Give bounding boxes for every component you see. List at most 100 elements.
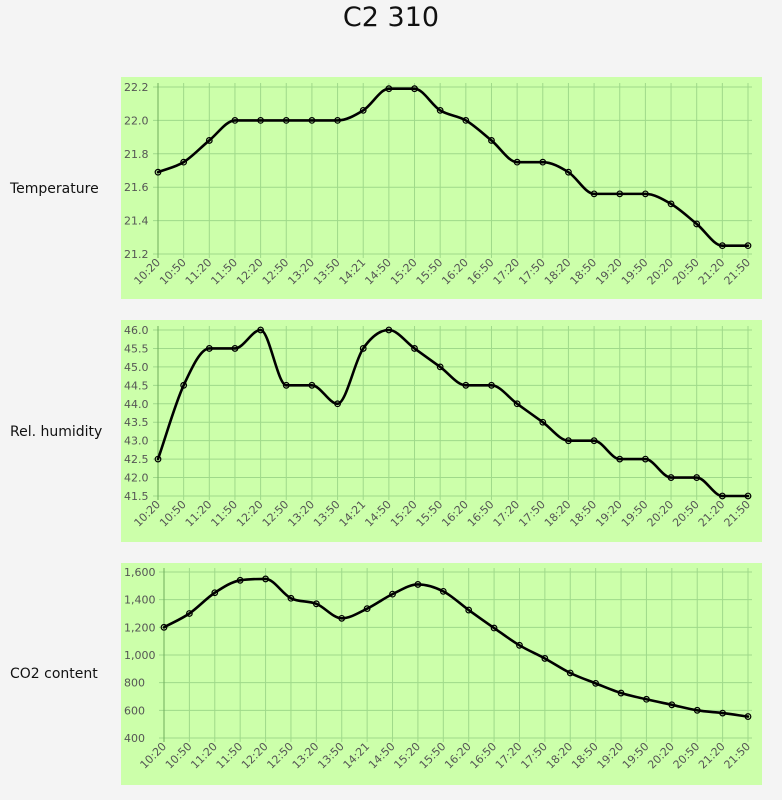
x-tick-label: 12:50 [260,256,292,288]
x-tick-label: 18:20 [542,256,574,288]
y-tick-label: 44.5 [124,379,149,392]
y-tick-label: 41.5 [124,490,149,503]
x-tick-label: 17:20 [493,740,525,772]
x-tick-label: 20:50 [671,740,703,772]
data-point [334,117,341,124]
data-point [490,624,498,632]
data-point [516,641,523,649]
data-point [617,689,625,697]
data-point [414,581,422,588]
data-point [565,168,572,176]
co2-chart: 400 600 800 1,000 1,200 1,400 1,600 10:20 10:50 1… [121,563,762,785]
data-point [308,117,316,124]
y-tick-label: 1,400 [124,594,156,607]
x-tick-label: 18:50 [568,256,600,288]
data-point [719,709,727,717]
y-tick-label: 43.0 [124,435,149,448]
data-point [643,695,650,703]
data-point [308,381,316,389]
x-tick-label: 17:50 [516,498,548,530]
x-tick-label: 15:20 [391,740,423,772]
x-tick-label: 17:20 [491,498,523,530]
data-point [641,190,649,198]
data-point [565,437,572,445]
x-tick-label: 13:20 [285,256,317,288]
y-tick-label: 42.0 [124,472,149,485]
page-title: C2 310 [342,2,440,33]
x-tick-label: 13:50 [311,498,343,530]
data-point [539,418,547,426]
x-tick-label: 19:20 [593,256,625,288]
y-tick-label: 1,600 [124,566,156,579]
co2-row-label: CO2 content [10,666,98,682]
data-point [180,381,188,389]
data-point [693,220,701,228]
data-point [205,345,213,352]
x-tick-label: 11:50 [208,498,240,530]
data-point [667,200,675,208]
y-tick-label: 21.2 [124,248,149,261]
x-tick-label: 18:50 [569,740,601,772]
x-tick-label: 21:20 [696,740,728,772]
data-point [744,492,752,500]
y-tick-label: 45.5 [124,342,149,355]
x-tick-label: 11:50 [214,740,246,772]
data-point [211,589,219,597]
temperature-chart: 21.2 21.4 21.6 21.8 22.0 22.2 10:20 10:50 11:20 1… [121,77,762,299]
data-point [334,400,341,408]
data-point [693,474,701,481]
humidity-grid [153,326,752,500]
data-point [488,137,495,144]
x-tick-label: 12:50 [264,740,296,772]
x-tick-label: 16:20 [439,256,471,288]
y-tick-label: 21.6 [124,181,149,194]
x-tick-label: 18:50 [568,498,600,530]
data-point [744,242,752,250]
y-tick-label: 800 [124,677,145,690]
x-tick-label: 21:50 [722,498,754,530]
data-point [411,345,418,352]
x-tick-label: 14:50 [366,740,398,772]
data-point [287,594,295,602]
data-point [718,242,726,250]
temperature-grid [153,83,752,258]
x-tick-label: 19:20 [595,740,627,772]
x-tick-label: 21:50 [722,740,754,772]
data-point [539,158,547,166]
data-point [257,117,265,124]
data-point [641,455,649,463]
x-tick-label: 14:21 [337,256,369,288]
data-point [359,345,367,352]
data-point [616,455,624,463]
x-tick-label: 16:50 [468,740,500,772]
temperature-chart-svg: 21.221.421.621.822.022.210:2010:5011:201… [124,81,753,288]
x-tick-label: 13:50 [311,256,343,288]
y-tick-label: 21.4 [124,215,149,228]
x-tick-label: 13:20 [290,740,322,772]
x-tick-label: 14:21 [337,498,369,530]
data-point [389,590,396,598]
x-tick-label: 15:50 [417,740,449,772]
data-point [566,669,574,677]
data-point [160,623,168,631]
x-tick-label: 16:50 [465,498,497,530]
x-tick-label: 17:20 [491,256,523,288]
x-tick-label: 20:50 [670,256,702,288]
x-tick-label: 13:20 [285,498,317,530]
x-tick-label: 12:20 [239,740,271,772]
data-point [436,363,444,371]
data-point [312,600,320,608]
x-tick-label: 19:50 [620,740,652,772]
data-point [282,381,290,389]
x-tick-label: 18:20 [542,498,574,530]
y-tick-label: 1,000 [124,649,156,662]
x-tick-label: 21:20 [696,256,728,288]
x-tick-label: 14:50 [362,256,394,288]
x-tick-label: 18:20 [544,740,576,772]
y-tick-label: 22.2 [124,81,149,94]
data-point [231,117,239,124]
data-point [154,168,162,176]
y-tick-label: 42.5 [124,453,149,466]
x-tick-label: 11:20 [183,498,215,530]
x-tick-label: 20:20 [645,498,677,530]
